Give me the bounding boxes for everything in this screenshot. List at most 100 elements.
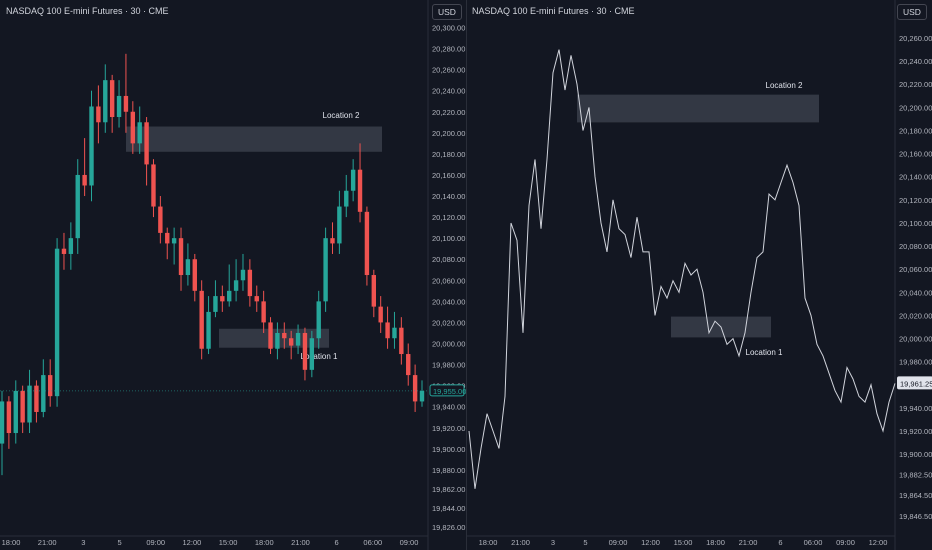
candle-body (199, 290, 204, 349)
candle-body (96, 106, 101, 123)
x-tick-label: 15:00 (219, 538, 238, 547)
y-tick-label: 20,260.00 (432, 66, 465, 75)
candle-body (151, 164, 156, 207)
candle-body (75, 174, 80, 239)
y-tick-label: 20,120.00 (432, 213, 465, 222)
candle-body (158, 206, 163, 233)
candle-body (385, 322, 390, 339)
current-price-label: 19,955.00 (433, 387, 466, 396)
candle-body (27, 385, 32, 423)
y-tick-label: 20,060.00 (899, 265, 932, 274)
candle-body (316, 301, 321, 339)
candle-body (330, 238, 335, 244)
candle-body (68, 238, 74, 254)
price-line-series (468, 49, 896, 489)
candle-body (137, 122, 142, 144)
candle-body (130, 111, 136, 144)
zone-label: Location 1 (301, 352, 338, 361)
y-tick-label: 20,140.00 (899, 173, 932, 182)
y-tick-label: 20,240.00 (432, 87, 465, 96)
x-tick-label: 21:00 (38, 538, 57, 547)
candle-body (213, 296, 218, 312)
x-tick-label: 06:00 (804, 538, 823, 547)
candle-body (34, 385, 39, 412)
candle-body (412, 375, 418, 402)
y-tick-label: 20,080.00 (899, 242, 932, 251)
candle-body (61, 248, 67, 254)
x-tick-label: 3 (81, 538, 85, 547)
currency-button[interactable]: USD (432, 4, 462, 20)
y-tick-label: 19,826.00 (432, 523, 465, 532)
y-tick-label: 20,000.00 (432, 339, 465, 348)
left-chart-panel[interactable]: 20,300.00 20,280.00 20,260.00 20,240.00 20,2… (0, 0, 466, 550)
y-tick-label: 20,280.00 (432, 45, 465, 54)
candle-body (406, 354, 411, 376)
chart-title: NASDAQ 100 E-mini Futures · 30 · CME (6, 6, 169, 16)
candle-body (227, 290, 232, 302)
candle-body (103, 80, 108, 123)
current-price-label: 19,961.25 (900, 379, 932, 388)
x-tick-label: 5 (117, 538, 121, 547)
candle-body (247, 269, 253, 297)
x-tick-label: 12:00 (869, 538, 888, 547)
candle-body (192, 259, 197, 291)
candle-body (116, 95, 122, 118)
y-tick-label: 20,020.00 (432, 318, 465, 327)
candlestick-chart[interactable]: 20,300.00 20,280.00 20,260.00 20,240.00 20,2… (0, 0, 466, 550)
right-chart-panel[interactable]: 20,260.00 20,240.00 20,220.00 20,200.00 20,1… (466, 0, 932, 550)
y-tick-label: 20,100.00 (432, 234, 465, 243)
y-tick-label: 19,900.00 (899, 450, 932, 459)
candle-body (82, 174, 87, 186)
currency-button[interactable]: USD (897, 4, 927, 20)
candle-body (309, 338, 315, 370)
x-tick-label: 09:00 (146, 538, 165, 547)
y-tick-label: 20,080.00 (432, 255, 465, 264)
zone-label: Location 2 (766, 81, 803, 90)
y-tick-label: 20,300.00 (432, 23, 465, 32)
zone-label: Location 1 (746, 348, 783, 357)
candle-body (323, 238, 328, 302)
candle-body (0, 401, 5, 444)
y-tick-label: 19,862.00 (432, 485, 465, 494)
y-tick-label: 19,920.00 (899, 427, 932, 436)
current-price-tag (897, 376, 932, 390)
x-tick-label: 18:00 (255, 538, 274, 547)
current-price-tag (429, 384, 465, 397)
candle-body (185, 259, 191, 276)
y-tick-label: 20,200.00 (899, 103, 932, 112)
candle-body (350, 169, 356, 191)
candle-body (364, 211, 370, 276)
x-tick-label: 21:00 (511, 538, 530, 547)
candle-body (109, 80, 115, 118)
candle-body (233, 280, 239, 291)
candle-body (357, 169, 363, 212)
x-tick-label: 6 (335, 538, 339, 547)
zone-label: Location 2 (323, 111, 360, 120)
candle-body (123, 95, 129, 112)
candle-body (275, 332, 280, 349)
candle-body (6, 401, 12, 434)
candle-body (220, 296, 225, 302)
line-chart[interactable]: 20,260.00 20,240.00 20,220.00 20,200.00 20,1… (467, 0, 932, 550)
y-tick-label: 19,882.50 (899, 470, 932, 479)
y-tick-label: 19,864.50 (899, 491, 932, 500)
candle-body (261, 301, 266, 323)
y-tick-label: 19,980.00 (432, 361, 465, 370)
x-tick-label: 6 (778, 538, 782, 547)
x-tick-label: 09:00 (400, 538, 419, 547)
y-tick-label: 19,844.00 (432, 504, 465, 513)
y-tick-label: 20,260.00 (899, 34, 932, 43)
candle-body (89, 106, 94, 186)
candle-body (54, 248, 60, 397)
x-tick-label: 15:00 (674, 538, 693, 547)
x-tick-label: 18:00 (479, 538, 498, 547)
candle-body (378, 306, 383, 323)
y-tick-label: 20,120.00 (899, 196, 932, 205)
zone-rectangle (577, 94, 819, 123)
x-tick-label: 09:00 (836, 538, 855, 547)
x-tick-label: 12:00 (183, 538, 202, 547)
x-tick-label: 06:00 (363, 538, 382, 547)
candle-body (344, 190, 349, 207)
y-tick-label: 20,160.00 (899, 150, 932, 159)
candle-body (178, 238, 184, 276)
